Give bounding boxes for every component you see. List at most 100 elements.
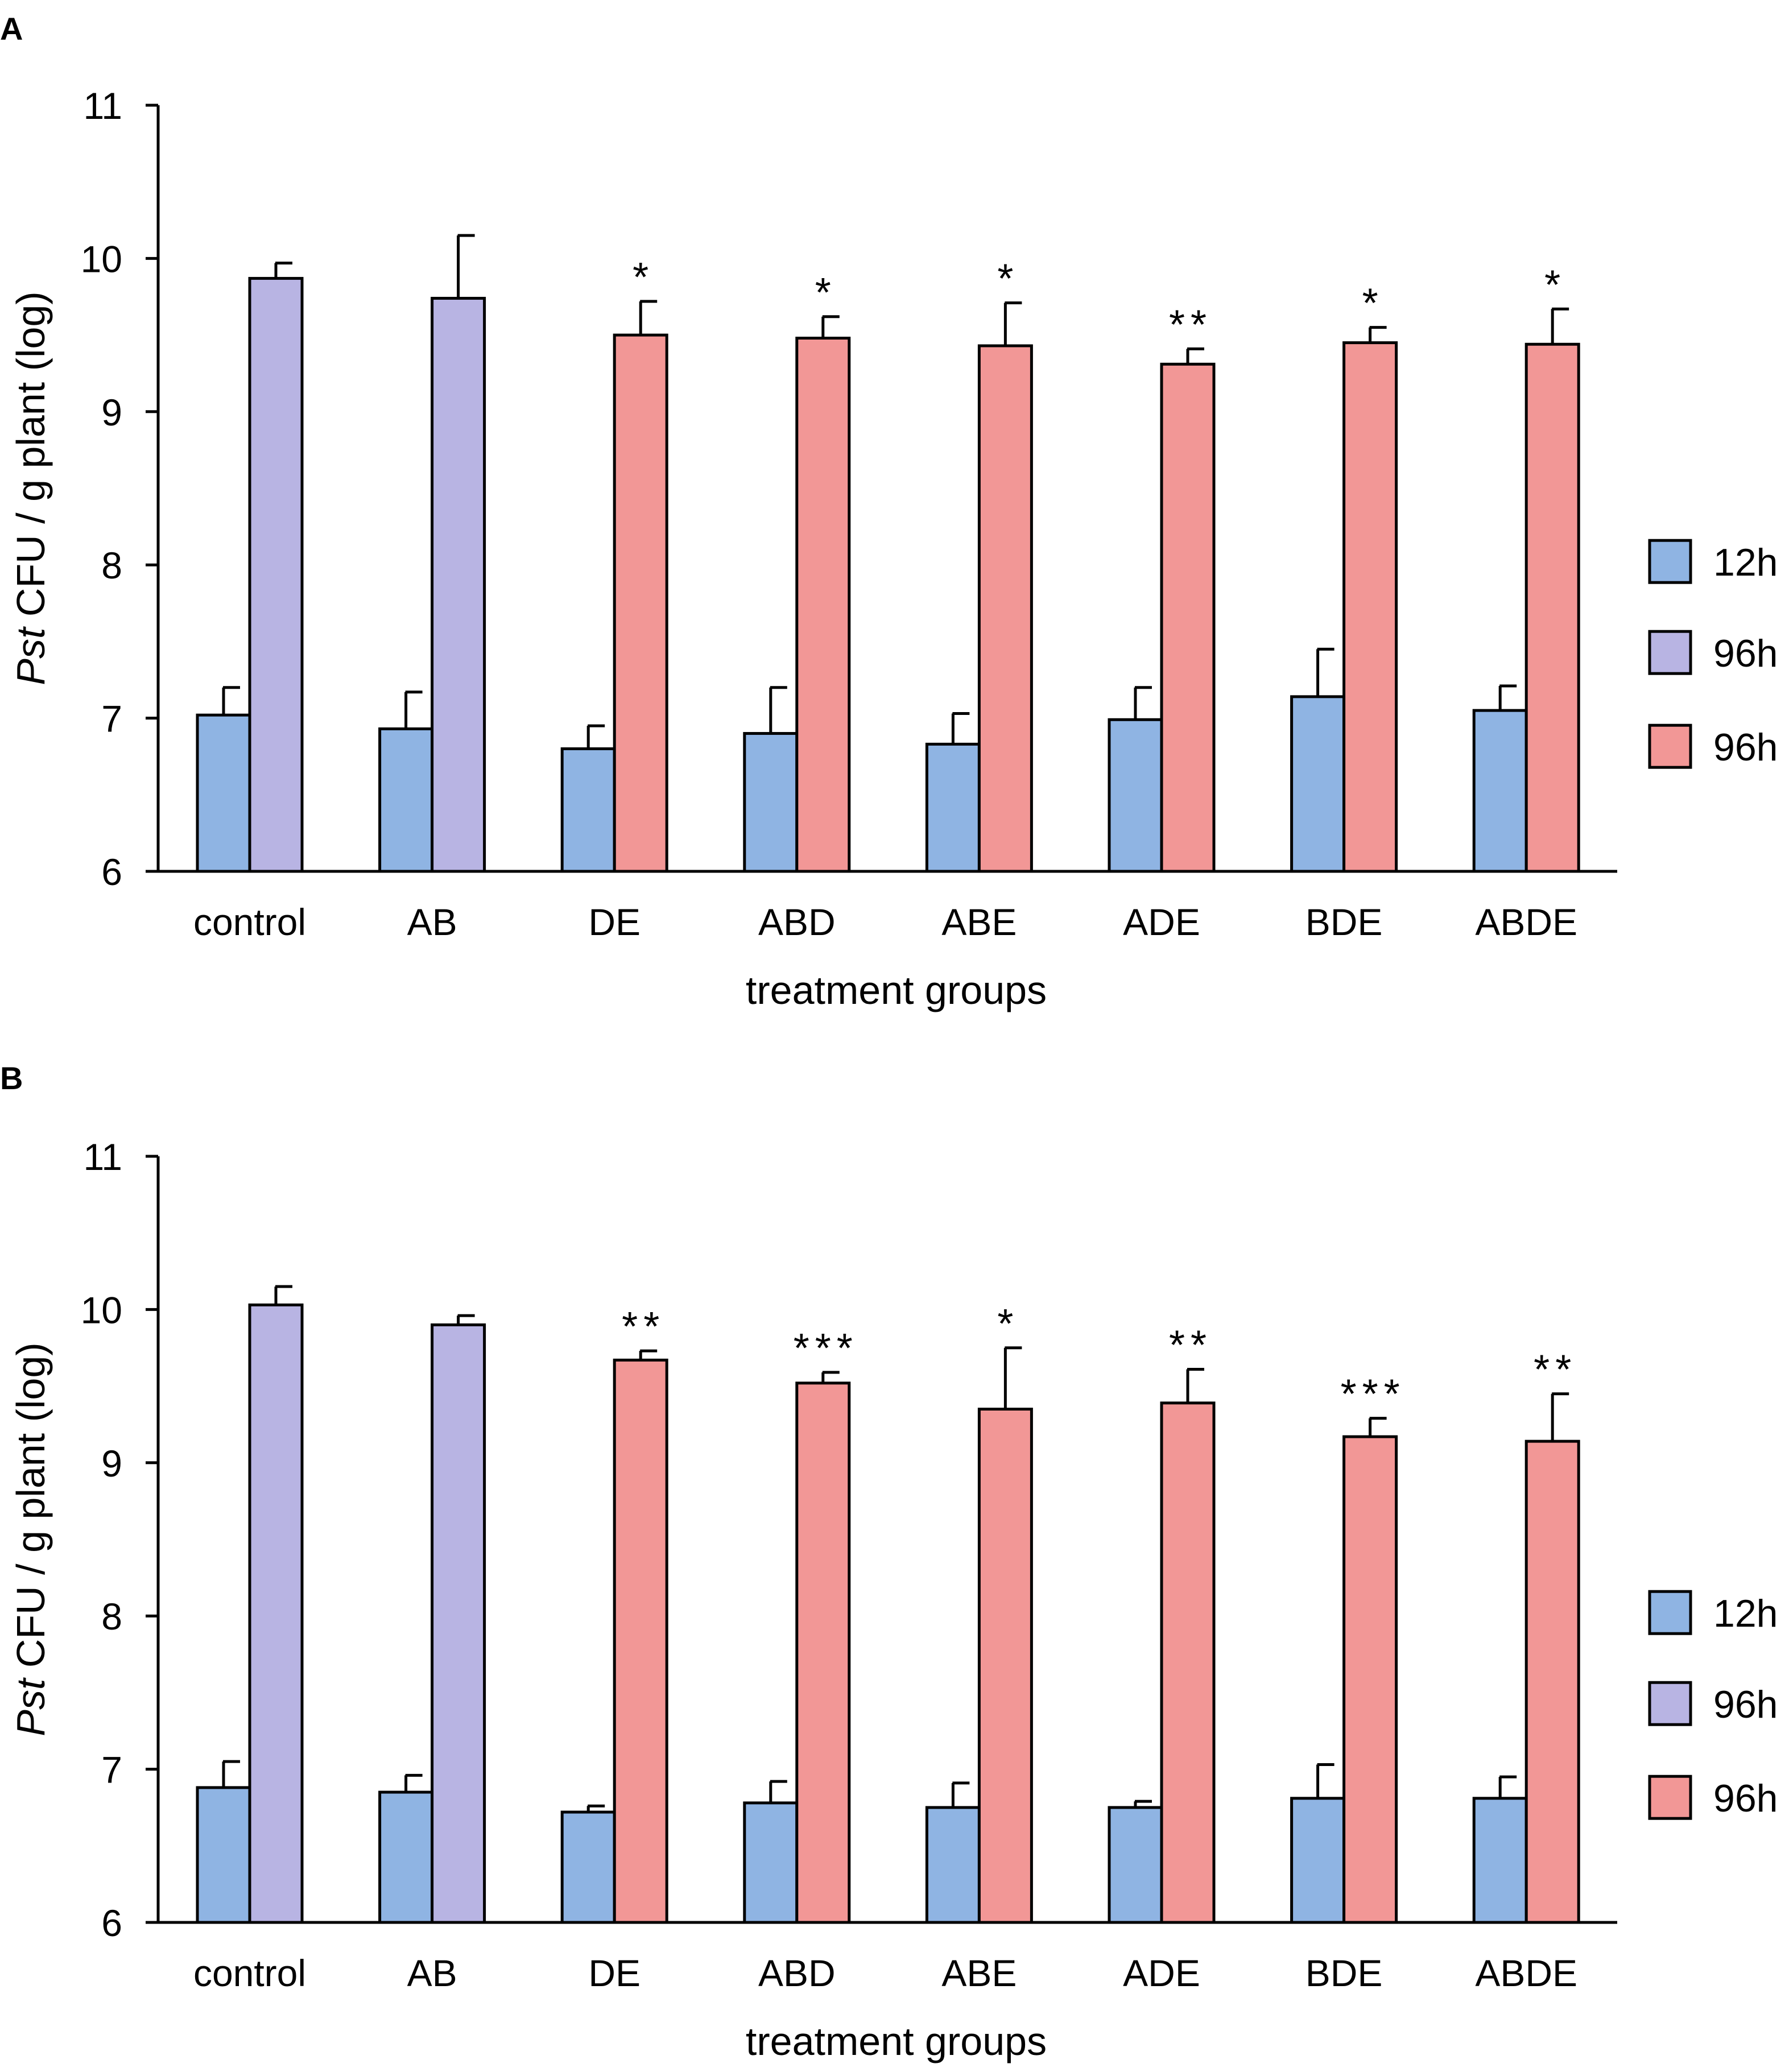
panel-b-x-tick-label: AB xyxy=(407,1952,457,1994)
panel-b-bar-96h-ABDE xyxy=(1524,1440,1580,1924)
panel-b-legend-label-2: 96h xyxy=(1713,1777,1778,1820)
panel-b-x-tick-label: DE xyxy=(588,1952,641,1994)
panel-a-bar-96h-AB xyxy=(431,296,486,873)
panel-a-y-tick-label: 9 xyxy=(101,391,122,433)
panel-a-legend-label-0: 12h xyxy=(1713,541,1778,584)
panel-a-bar-12h-ABDE xyxy=(1472,709,1528,873)
panel-b-significance-ADE: ** xyxy=(1169,1322,1212,1368)
panel-a-bar-12h-BDE xyxy=(1290,695,1346,873)
panel-b-errorbar-12h-AB xyxy=(404,1773,423,1793)
panel-a-y-axis-title-rest: CFU / g plant (log) xyxy=(9,291,53,627)
panel-a-bar-12h-control xyxy=(196,713,251,873)
panel-a-x-tick-label: control xyxy=(193,901,306,943)
panel-b-bar-12h-ADE xyxy=(1108,1806,1163,1924)
panel-b-y-tick-label: 10 xyxy=(81,1289,122,1331)
panel-b-bar-96h-control xyxy=(248,1303,304,1924)
panel-a-errorbar-12h-AB xyxy=(404,690,423,729)
panel-a-errorbar-96h-control xyxy=(274,261,292,279)
panel-a-bar-96h-ABD xyxy=(795,336,851,873)
panel-b-significance-DE: ** xyxy=(622,1304,665,1350)
panel-a-legend-swatch-0 xyxy=(1648,539,1692,584)
panel-a-x-tick-label: AB xyxy=(407,901,457,943)
panel-b-errorbar-96h-ABDE xyxy=(1551,1392,1569,1442)
panel-b-errorbar-96h-AB xyxy=(457,1314,475,1325)
panel-b-y-tick-label: 9 xyxy=(101,1442,122,1484)
panel-b-bar-96h-BDE xyxy=(1342,1435,1398,1924)
panel-a-legend-swatch-2 xyxy=(1648,723,1692,769)
panel-b-errorbar-96h-control xyxy=(274,1285,292,1305)
panel-b-legend-swatch-0 xyxy=(1648,1590,1692,1635)
panel-a-x-tick-label: DE xyxy=(588,901,641,943)
panel-b-x-tick-label: ABE xyxy=(941,1952,1017,1994)
panel-b-bar-12h-ABE xyxy=(925,1806,981,1924)
panel-b-bar-96h-ABE xyxy=(977,1408,1033,1924)
panel-b-errorbar-96h-ABE xyxy=(1003,1346,1022,1409)
panel-a-x-tick-label: ADE xyxy=(1123,901,1200,943)
panel-a-significance-ABDE: * xyxy=(1544,262,1566,308)
panel-b-x-tick-label: ADE xyxy=(1123,1952,1200,1994)
panel-a-errorbar-96h-DE xyxy=(639,300,658,336)
panel-a-x-tick-label: ABDE xyxy=(1475,901,1577,943)
panel-b-legend-swatch-1 xyxy=(1648,1681,1692,1726)
panel-b-x-tick-label: BDE xyxy=(1305,1952,1383,1994)
panel-a-bar-96h-BDE xyxy=(1342,341,1398,873)
panel-b-errorbar-12h-ABE xyxy=(951,1781,970,1808)
panel-b-significance-ABD: *** xyxy=(794,1326,858,1371)
panel-a-significance-DE: * xyxy=(633,255,654,300)
panel-a-y-tick-label: 10 xyxy=(81,238,122,280)
panel-b-x-axis-title: treatment groups xyxy=(746,2019,1047,2063)
panel-a-errorbar-96h-ADE xyxy=(1186,347,1204,365)
panel-b-y-tick-label: 7 xyxy=(101,1749,122,1791)
panel-a-errorbar-12h-ADE xyxy=(1134,686,1152,720)
panel-a-errorbar-96h-AB xyxy=(457,234,475,299)
panel-b-y-tick-label: 6 xyxy=(101,1902,122,1944)
panel-b-errorbar-96h-ABD xyxy=(821,1371,840,1383)
panel-b-legend-label-1: 96h xyxy=(1713,1683,1778,1726)
panel-b-errorbar-96h-BDE xyxy=(1369,1417,1387,1437)
panel-a-x-tick-label: ABE xyxy=(941,901,1017,943)
panel-a-bar-96h-ABDE xyxy=(1524,342,1580,873)
panel-a-significance-ABE: * xyxy=(997,257,1019,302)
panel-a-y-axis-title-italic: Pst xyxy=(9,626,53,685)
panel-a-bar-12h-ABD xyxy=(743,732,799,873)
panel-a-y-tick-label: 8 xyxy=(101,544,122,586)
panel-a-errorbar-12h-ABE xyxy=(951,712,970,745)
panel-b-bar-12h-ABD xyxy=(743,1801,799,1924)
panel-a-x-tick-label: BDE xyxy=(1305,901,1383,943)
panel-b-significance-ABDE: ** xyxy=(1534,1347,1577,1393)
panel-a-bar-12h-AB xyxy=(378,727,434,873)
panel-b-x-tick-label: ABDE xyxy=(1475,1952,1577,1994)
panel-b-errorbar-12h-ABD xyxy=(769,1780,787,1803)
panel-a-x-tick-label: ABD xyxy=(758,901,836,943)
panel-a-label: A xyxy=(0,11,23,47)
panel-b-bar-96h-ADE xyxy=(1160,1401,1216,1924)
panel-a-bar-96h-control xyxy=(248,276,304,873)
panel-a-y-tick-label: 11 xyxy=(83,85,122,127)
panel-b-errorbar-12h-ADE xyxy=(1134,1800,1152,1808)
panel-a-errorbar-96h-ABE xyxy=(1003,301,1022,346)
panel-b-errorbar-12h-DE xyxy=(586,1804,605,1813)
panel-a-bar-96h-ADE xyxy=(1160,362,1216,873)
panel-a-bar-12h-DE xyxy=(560,747,616,873)
panel-b-bar-12h-BDE xyxy=(1290,1797,1346,1924)
panel-b-bar-96h-DE xyxy=(613,1358,668,1924)
panel-a-legend-label-2: 96h xyxy=(1713,726,1778,769)
panel-a-x-axis-title: treatment groups xyxy=(746,968,1047,1012)
panel-a-y-tick-label: 6 xyxy=(101,851,122,893)
panel-b-legend-swatch-2 xyxy=(1648,1775,1692,1820)
panel-b-y-tick-label: 11 xyxy=(83,1136,122,1178)
panel-b-legend-label-0: 12h xyxy=(1713,1592,1778,1635)
panel-b-bar-96h-AB xyxy=(431,1323,486,1924)
panel-a-y-tick-label: 7 xyxy=(101,698,122,740)
panel-b-y-tick-label: 8 xyxy=(101,1595,122,1637)
panel-b-errorbar-96h-DE xyxy=(639,1349,658,1360)
panel-a-legend-swatch-1 xyxy=(1648,630,1692,675)
panel-b-y-axis-title-rest: CFU / g plant (log) xyxy=(9,1342,53,1678)
panel-a-errorbar-96h-ABDE xyxy=(1551,307,1569,345)
panel-b-bar-12h-DE xyxy=(560,1810,616,1924)
panel-b-errorbar-12h-ABDE xyxy=(1498,1775,1517,1798)
panel-b-bar-12h-ABDE xyxy=(1472,1797,1528,1924)
panel-b-errorbar-96h-ADE xyxy=(1186,1367,1204,1403)
panel-a-bar-96h-DE xyxy=(613,333,668,873)
